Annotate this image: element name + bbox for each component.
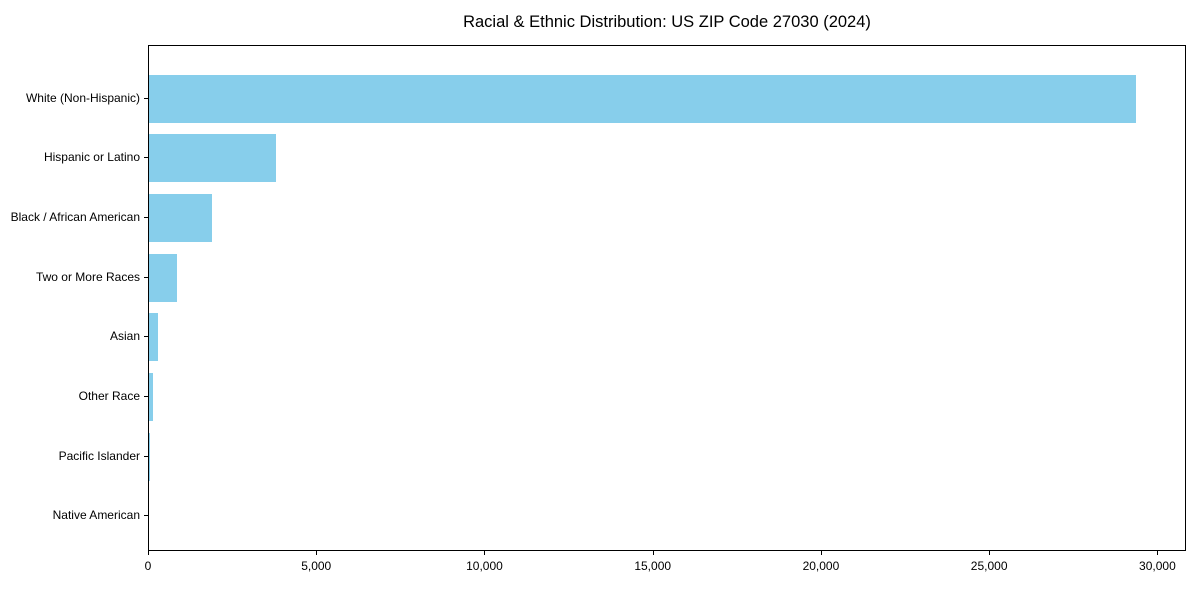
y-tick-mark [144, 396, 148, 398]
bar-row [149, 194, 1185, 243]
bar [149, 373, 154, 422]
y-tick-mark [144, 276, 148, 278]
x-tick-mark [820, 551, 822, 555]
x-tick-label: 10,000 [466, 559, 503, 573]
bar-row [149, 492, 1185, 540]
y-tick-label: Hispanic or Latino [43, 150, 140, 165]
bar [149, 134, 277, 183]
y-tick-label: Asian [109, 329, 140, 344]
bar [149, 194, 213, 243]
y-tick-mark [144, 336, 148, 338]
bar-row [149, 373, 1185, 422]
x-tick-mark [989, 551, 991, 555]
bar-row [149, 134, 1185, 183]
x-tick-mark [652, 551, 654, 555]
x-tick-mark [484, 551, 486, 555]
bar-row [149, 432, 1185, 481]
y-tick-mark [144, 97, 148, 99]
y-tick-label: Black / African American [10, 210, 140, 225]
y-tick-mark [144, 157, 148, 159]
y-tick-mark [144, 217, 148, 219]
bar-row [149, 253, 1185, 302]
x-tick-label: 15,000 [634, 559, 672, 573]
bar [149, 253, 177, 302]
y-tick-mark [144, 515, 148, 517]
x-tick-mark [316, 551, 318, 555]
chart-title: Racial & Ethnic Distribution: US ZIP Cod… [463, 13, 871, 31]
bar [149, 313, 159, 362]
y-tick-mark [144, 455, 148, 457]
bar [149, 74, 1137, 123]
x-tick-mark [148, 551, 149, 555]
y-tick-label: Native American [52, 508, 140, 523]
x-tick-label: 5,000 [301, 559, 332, 573]
y-tick-label: Pacific Islander [58, 448, 140, 463]
x-tick-label: 30,000 [1139, 559, 1176, 573]
y-tick-label: Two or More Races [35, 269, 140, 284]
x-tick-label: 25,000 [970, 559, 1008, 573]
x-tick-label: 20,000 [802, 559, 840, 573]
bar-row [149, 74, 1185, 123]
x-tick-mark [1157, 551, 1159, 555]
y-tick-label: Other Race [78, 389, 140, 404]
y-tick-label: White (Non-Hispanic) [25, 90, 140, 105]
plot-area [148, 45, 1186, 551]
x-tick-label: 0 [144, 559, 152, 573]
bar-row [149, 313, 1185, 362]
